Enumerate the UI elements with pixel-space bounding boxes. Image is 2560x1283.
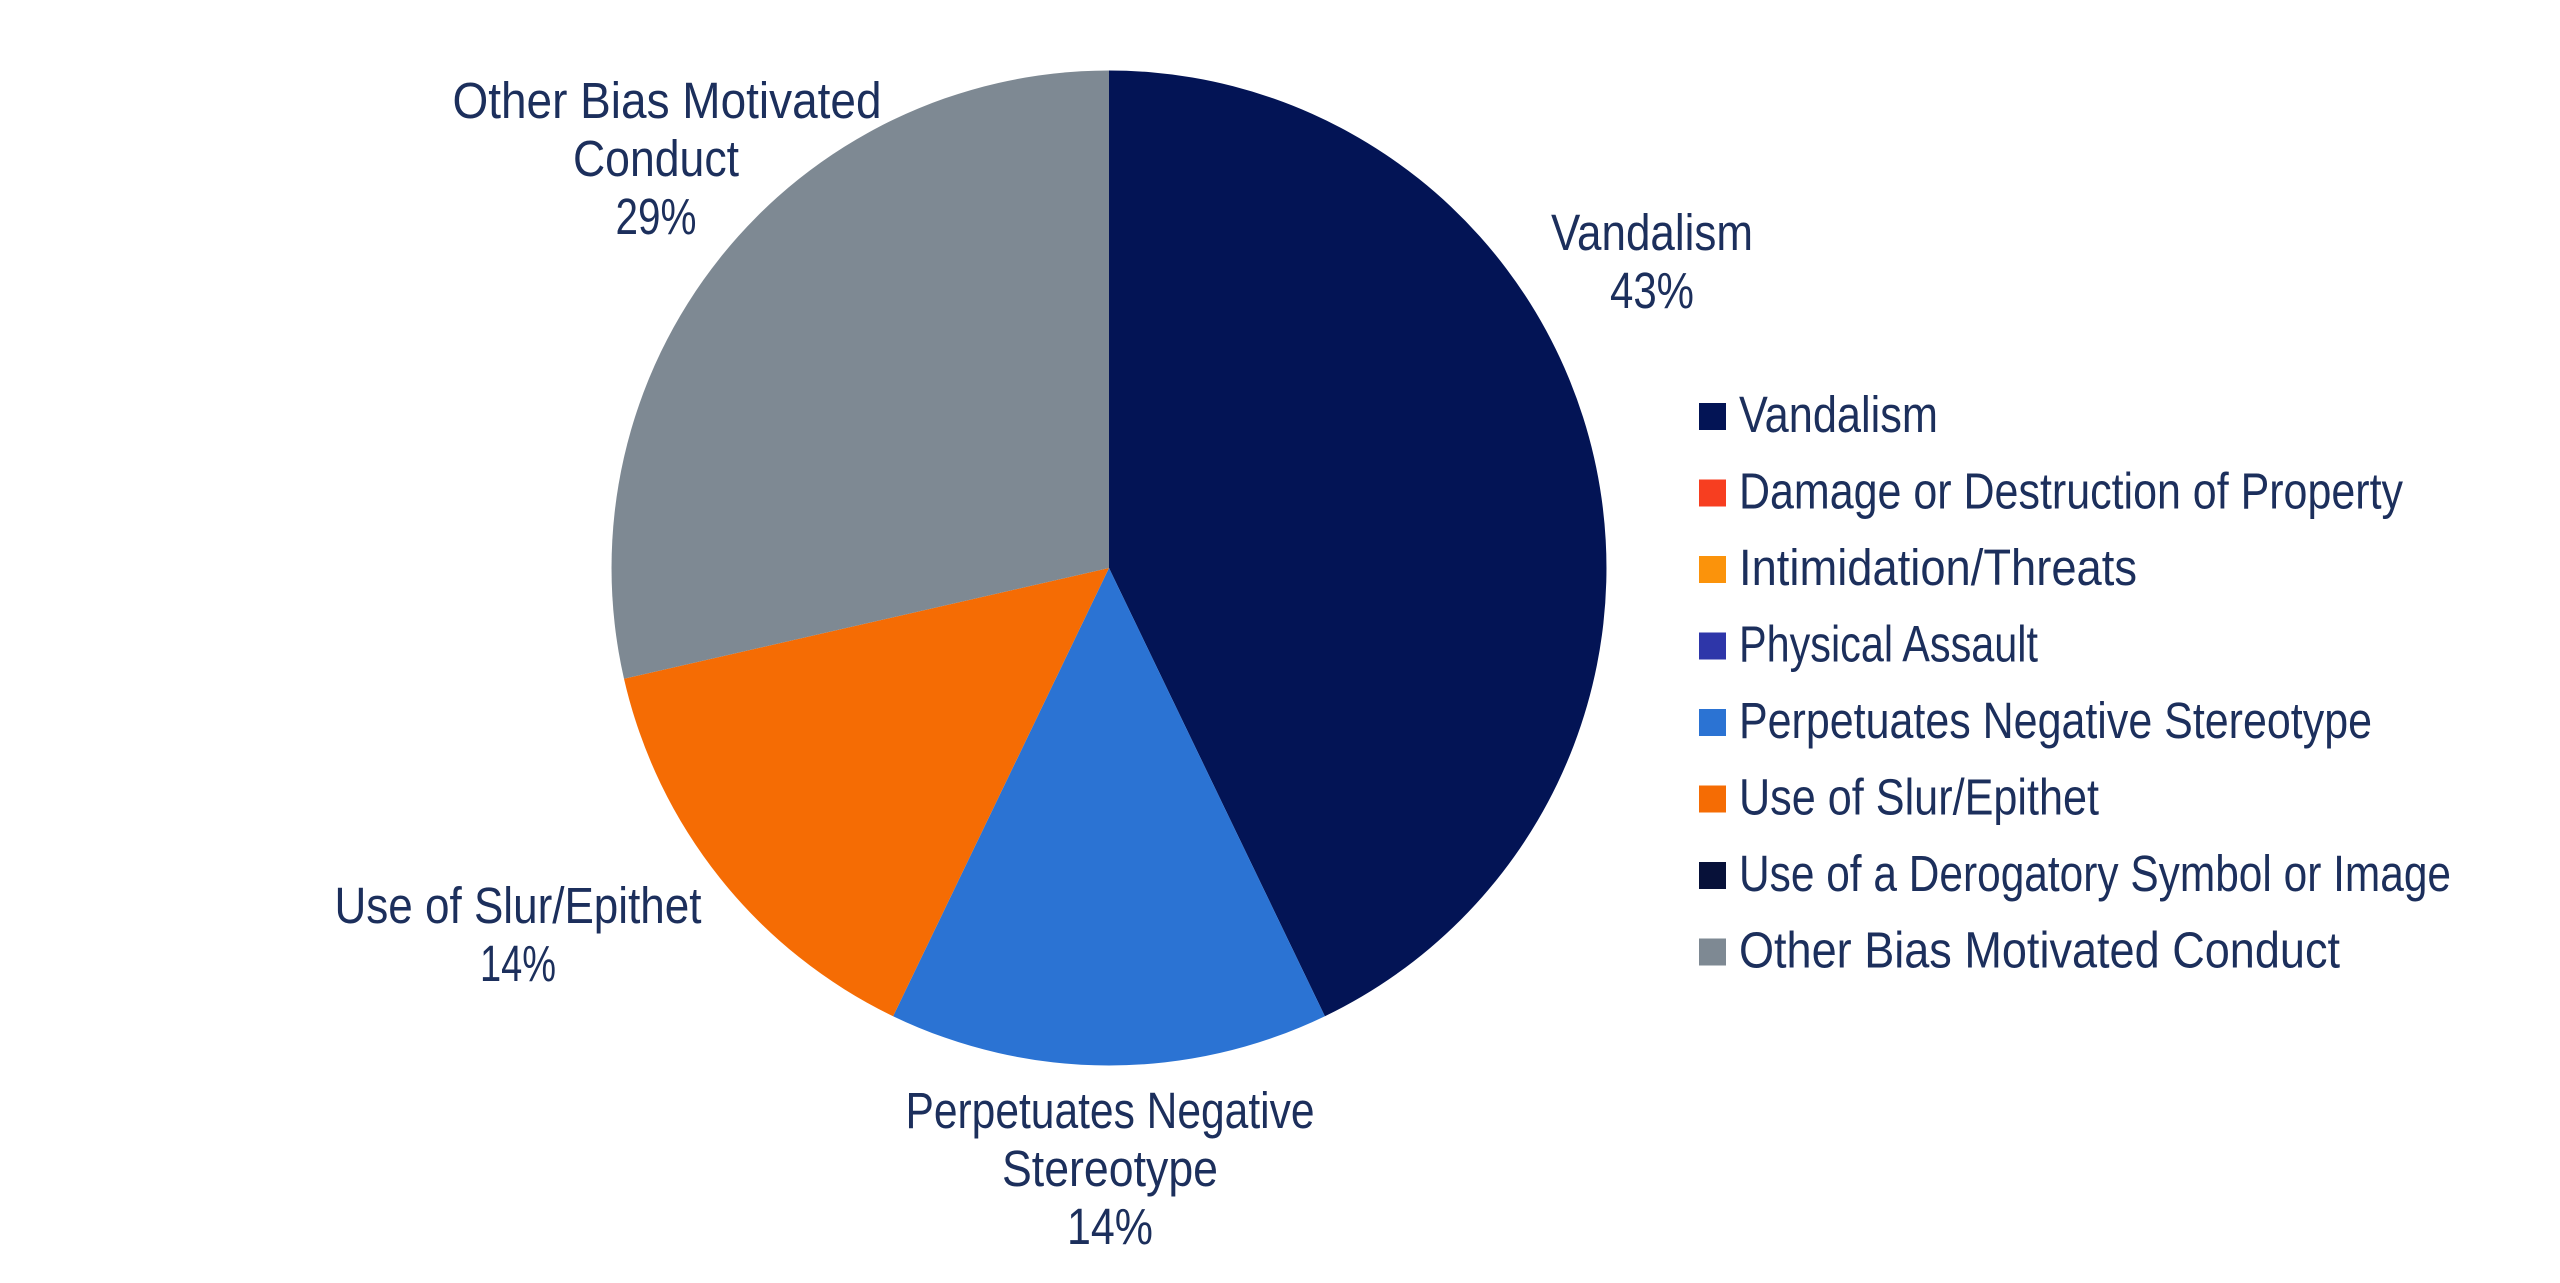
svg-text:Use of Slur/Epithet: Use of Slur/Epithet [335, 877, 702, 934]
svg-text:Perpetuates Negative Stereotyp: Perpetuates Negative Stereotype [1739, 692, 2372, 749]
svg-text:Intimidation/Threats: Intimidation/Threats [1739, 539, 2137, 596]
svg-text:Physical Assault: Physical Assault [1739, 616, 2038, 673]
svg-text:Vandalism: Vandalism [1739, 386, 1938, 443]
svg-text:14%: 14% [1067, 1198, 1153, 1255]
svg-text:Perpetuates Negative: Perpetuates Negative [906, 1082, 1315, 1139]
svg-text:14%: 14% [480, 935, 556, 992]
svg-text:29%: 29% [616, 188, 697, 245]
svg-text:Other Bias Motivated Conduct: Other Bias Motivated Conduct [1739, 922, 2340, 979]
svg-text:Damage or Destruction of Prope: Damage or Destruction of Property [1739, 463, 2403, 520]
svg-text:Conduct: Conduct [573, 130, 739, 187]
svg-text:43%: 43% [1610, 262, 1694, 319]
svg-text:Use of a Derogatory Symbol or: Use of a Derogatory Symbol or Image [1739, 845, 2451, 902]
svg-text:Stereotype: Stereotype [1002, 1140, 1218, 1197]
svg-text:Vandalism: Vandalism [1551, 204, 1753, 261]
svg-text:Other Bias Motivated: Other Bias Motivated [453, 72, 882, 129]
svg-text:Use of Slur/Epithet: Use of Slur/Epithet [1739, 769, 2099, 826]
